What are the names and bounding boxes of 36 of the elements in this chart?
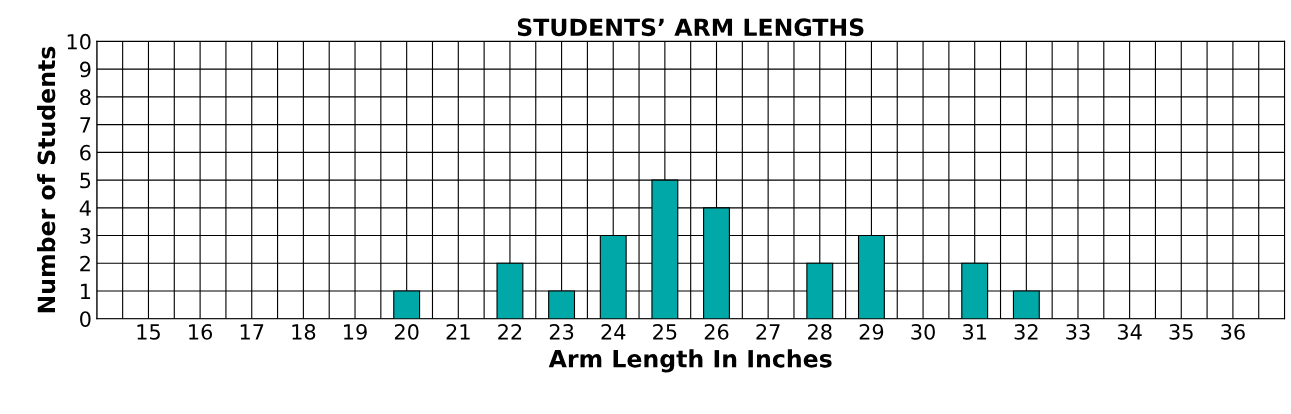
x-tick-label: 16 xyxy=(189,324,213,340)
x-tick-label: 30 xyxy=(911,324,935,340)
y-tick-label: 0 xyxy=(80,311,91,327)
x-tick-label: 33 xyxy=(1066,324,1090,340)
x-tick-label: 23 xyxy=(549,324,574,340)
x-axis-title: Arm Length In Inches xyxy=(548,349,832,373)
x-tick-label: 29 xyxy=(859,324,884,340)
x-tick-label: 15 xyxy=(137,324,160,340)
y-axis-title: Number of Students xyxy=(37,46,56,313)
x-tick-label: 17 xyxy=(240,324,264,340)
y-tick-label: 5 xyxy=(80,172,91,189)
x-tick-label: 28 xyxy=(808,324,832,340)
x-tick-label: 31 xyxy=(963,324,987,340)
y-tick-label: 10 xyxy=(67,33,91,50)
x-tick-label: 36 xyxy=(1221,324,1245,340)
y-tick-label: 4 xyxy=(79,200,91,216)
y-tick-label: 2 xyxy=(80,255,90,272)
y-tick-label: 6 xyxy=(80,144,91,161)
x-tick-label: 19 xyxy=(344,324,367,340)
x-tick-label: 18 xyxy=(292,324,316,340)
y-tick-label: 8 xyxy=(80,89,91,106)
x-tick-label: 35 xyxy=(1169,324,1193,340)
x-tick-label: 32 xyxy=(1014,324,1038,340)
x-tick-label: 25 xyxy=(653,324,677,340)
chart-title: STUDENTS’ ARM LENGTHS xyxy=(517,18,864,37)
x-tick-label: 26 xyxy=(704,324,729,340)
y-tick-label: 9 xyxy=(80,61,91,78)
x-tick-label: 34 xyxy=(1117,324,1142,340)
x-tick-label: 27 xyxy=(756,324,780,340)
y-tick-label: 3 xyxy=(80,228,91,244)
y-tick-label: 1 xyxy=(81,283,91,299)
x-tick-label: 21 xyxy=(446,324,470,340)
y-tick-label: 7 xyxy=(80,117,91,133)
x-tick-label: 22 xyxy=(498,324,522,340)
x-tick-label: 24 xyxy=(601,324,626,340)
x-tick-label: 20 xyxy=(394,324,419,340)
